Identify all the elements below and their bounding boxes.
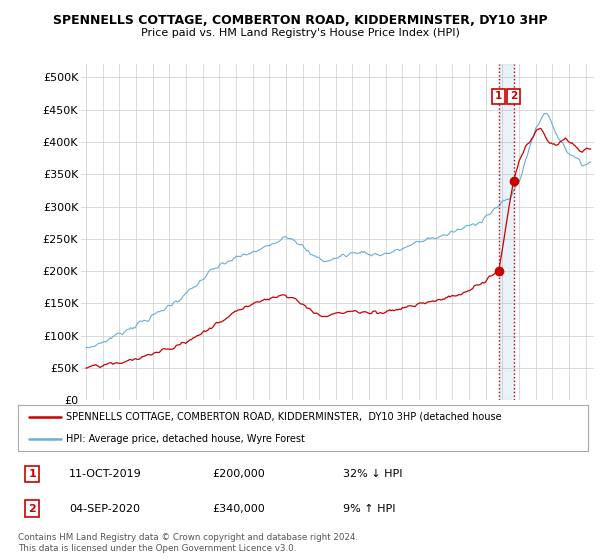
Text: 11-OCT-2019: 11-OCT-2019	[70, 469, 142, 479]
Text: £200,000: £200,000	[212, 469, 265, 479]
Text: 04-SEP-2020: 04-SEP-2020	[70, 504, 140, 514]
Text: 2: 2	[510, 91, 517, 101]
Text: HPI: Average price, detached house, Wyre Forest: HPI: Average price, detached house, Wyre…	[67, 434, 305, 444]
Text: 1: 1	[495, 91, 502, 101]
Bar	[499, 64, 514, 400]
Text: SPENNELLS COTTAGE, COMBERTON ROAD, KIDDERMINSTER, DY10 3HP: SPENNELLS COTTAGE, COMBERTON ROAD, KIDDE…	[53, 14, 547, 27]
Text: £340,000: £340,000	[212, 504, 265, 514]
Text: 1: 1	[28, 469, 36, 479]
Text: 9% ↑ HPI: 9% ↑ HPI	[343, 504, 395, 514]
Text: Price paid vs. HM Land Registry's House Price Index (HPI): Price paid vs. HM Land Registry's House …	[140, 28, 460, 38]
Text: 2: 2	[28, 504, 36, 514]
Text: Contains HM Land Registry data © Crown copyright and database right 2024.
This d: Contains HM Land Registry data © Crown c…	[18, 533, 358, 553]
Text: SPENNELLS COTTAGE, COMBERTON ROAD, KIDDERMINSTER,  DY10 3HP (detached house: SPENNELLS COTTAGE, COMBERTON ROAD, KIDDE…	[67, 412, 502, 422]
Text: 32% ↓ HPI: 32% ↓ HPI	[343, 469, 403, 479]
